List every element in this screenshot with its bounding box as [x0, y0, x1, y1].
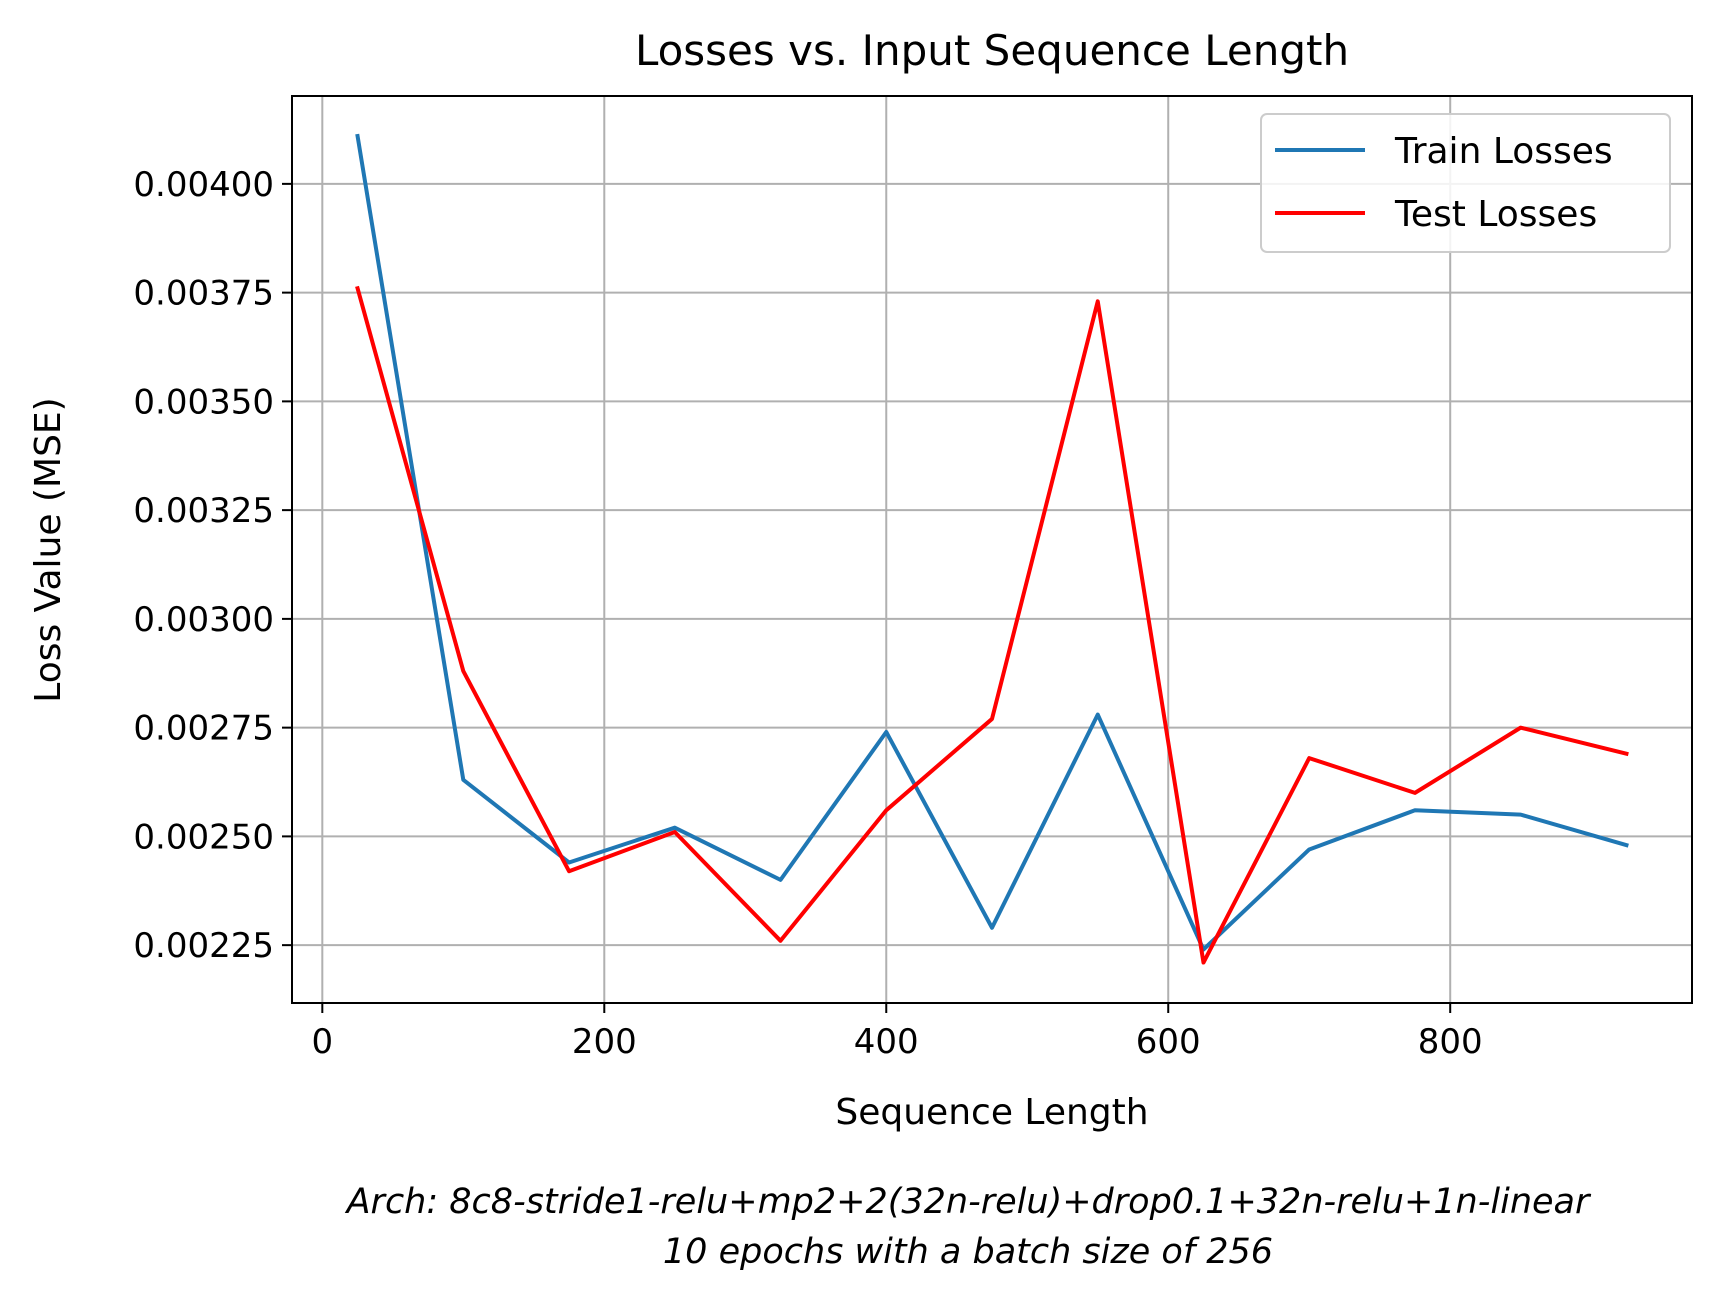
x-axis: 0 200 400 600 800: [311, 1003, 1483, 1062]
y-tick-label: 0.00225: [133, 926, 274, 966]
caption-line-2: 10 epochs with a batch size of 256: [663, 1232, 1273, 1272]
series-line-train: [355, 133, 1629, 952]
x-tick-label: 0: [311, 1022, 333, 1062]
series-lines: [355, 133, 1629, 965]
y-tick-label: 0.00250: [133, 817, 274, 857]
legend: Train Losses Test Losses: [1260, 113, 1671, 253]
grid-lines: [292, 96, 1692, 1003]
legend-label-test: Test Losses: [1394, 194, 1597, 235]
x-tick-label: 400: [854, 1022, 919, 1062]
x-axis-label: Sequence Length: [835, 1092, 1148, 1133]
y-tick-label: 0.00275: [133, 709, 274, 749]
y-tick-label: 0.00300: [133, 600, 274, 640]
series-line-test: [355, 285, 1629, 965]
caption-line-1: Arch: 8c8-stride1-relu+mp2+2(32n-relu)+d…: [345, 1182, 1592, 1222]
legend-label-train: Train Losses: [1394, 131, 1613, 172]
y-axis-label: Loss Value (MSE): [28, 397, 69, 702]
y-tick-label: 0.00350: [133, 382, 274, 422]
y-tick-label: 0.00375: [133, 274, 274, 314]
x-tick-label: 200: [572, 1022, 637, 1062]
y-tick-label: 0.00325: [133, 491, 274, 531]
chart-title: Losses vs. Input Sequence Length: [635, 26, 1349, 75]
y-axis: 0.00225 0.00250 0.00275 0.00300 0.00325 0.003…: [133, 165, 292, 966]
x-tick-label: 600: [1136, 1022, 1201, 1062]
plot-frame: [291, 95, 1693, 1004]
x-tick-label: 800: [1418, 1022, 1483, 1062]
y-tick-label: 0.00400: [133, 165, 274, 205]
